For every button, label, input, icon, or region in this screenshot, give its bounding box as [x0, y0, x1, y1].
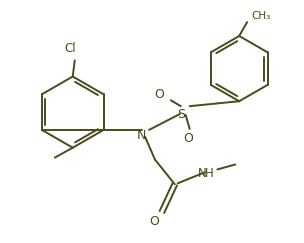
Text: S: S [177, 108, 185, 121]
Text: H: H [205, 167, 214, 180]
Text: CH₃: CH₃ [251, 11, 270, 21]
Text: O: O [149, 215, 159, 228]
Text: N: N [136, 129, 146, 142]
Text: Cl: Cl [64, 42, 76, 55]
Text: O: O [154, 88, 164, 101]
Text: N: N [198, 167, 207, 180]
Text: O: O [184, 132, 194, 145]
